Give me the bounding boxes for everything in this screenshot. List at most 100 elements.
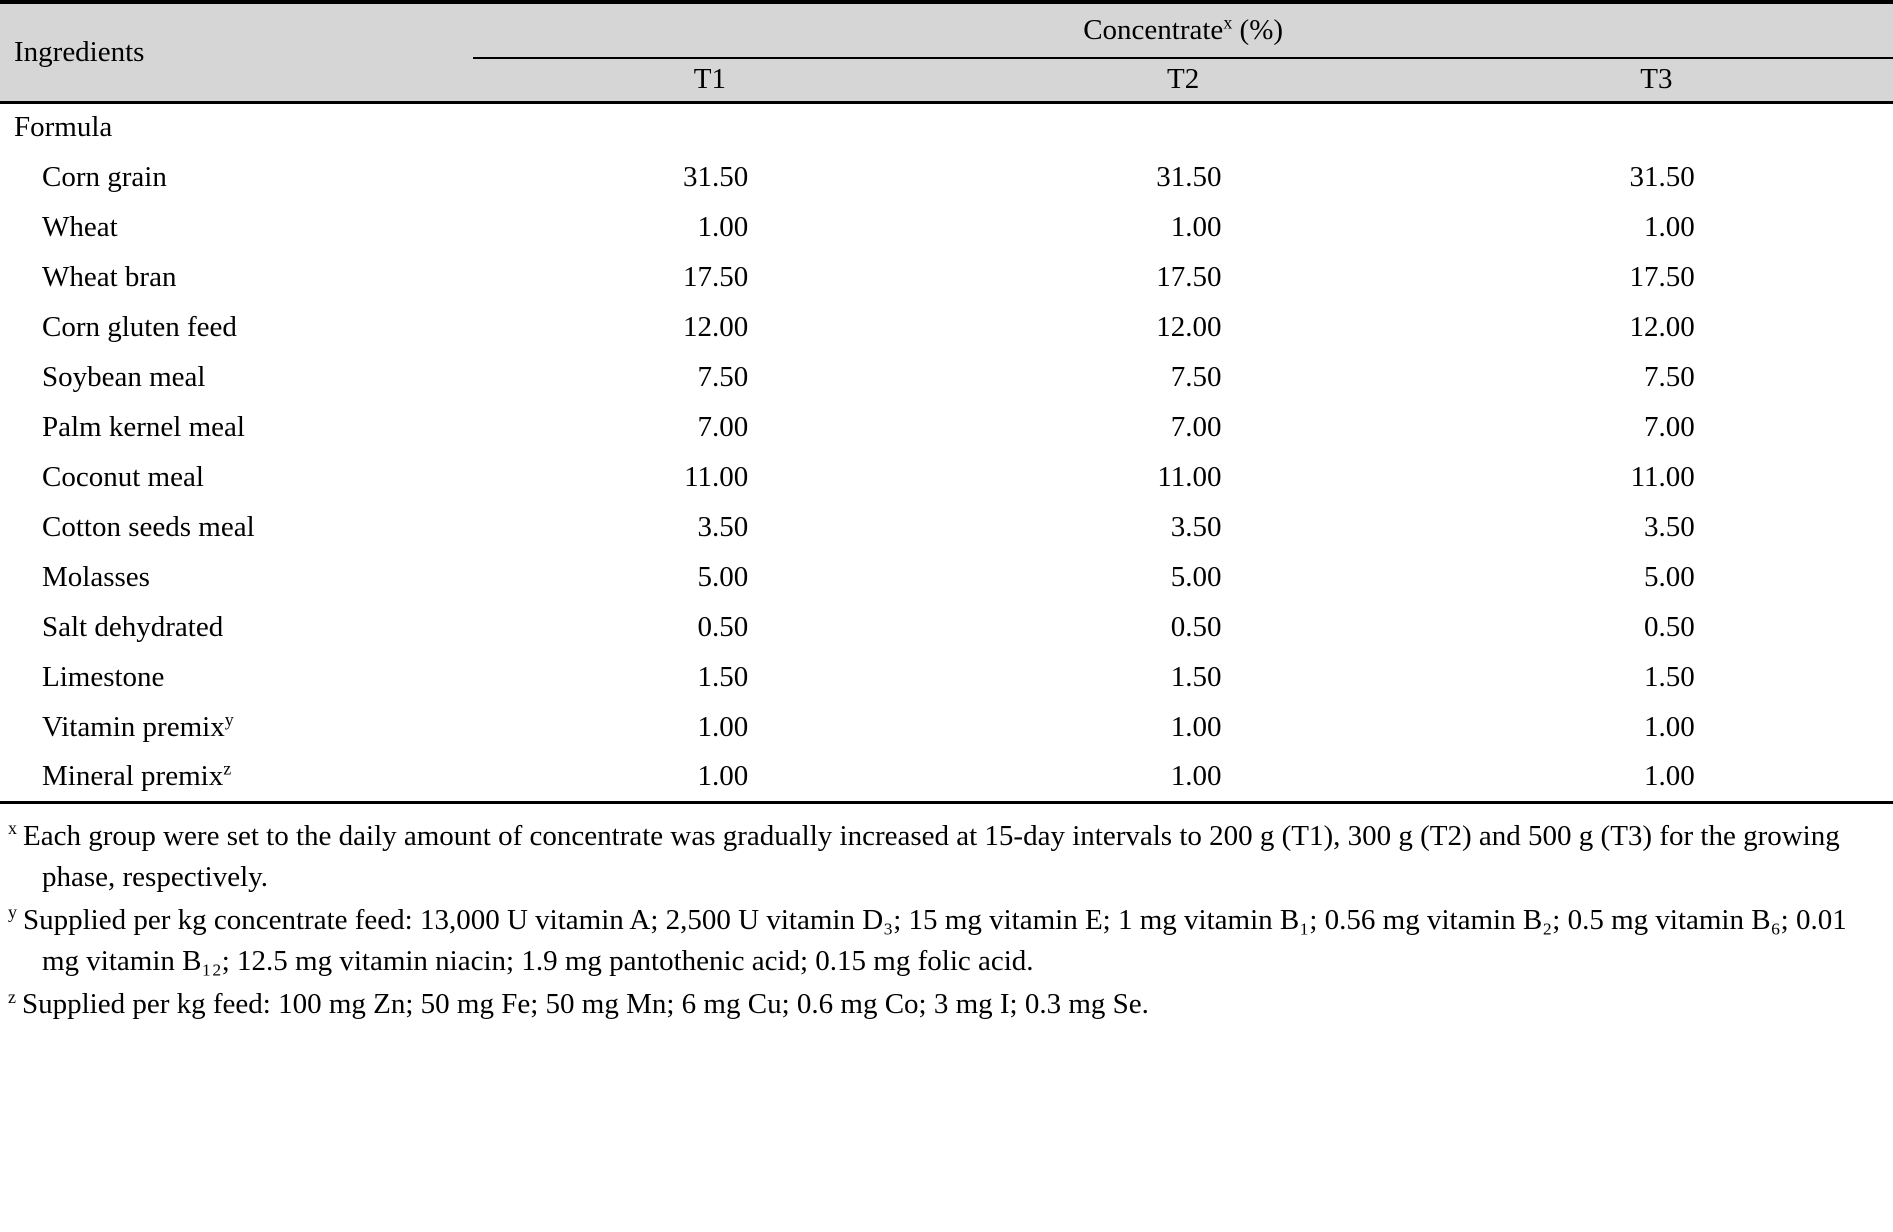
table-row: Cotton seeds meal 3.50 3.50 3.50 (0, 502, 1893, 552)
value-text: 31.50 (683, 160, 749, 193)
table-row: Wheat bran 17.50 17.50 17.50 (0, 252, 1893, 302)
value-cell: 1.00 (947, 702, 1420, 752)
value-cell: 7.50 (947, 352, 1420, 402)
value-cell: 17.50 (1420, 252, 1893, 302)
value-text: 3.50 (1170, 510, 1222, 543)
ingredient-label: Vitamin premixy (42, 708, 234, 743)
value-cell: 0.50 (947, 602, 1420, 652)
value-cell: 7.50 (473, 352, 946, 402)
column-header-t2: T2 (946, 58, 1420, 104)
value-cell: 1.00 (1419, 752, 1893, 804)
value-cell: 3.50 (1420, 502, 1893, 552)
ingredient-label: Wheat bran (42, 260, 177, 293)
table-row: Corn grain 31.50 31.50 31.50 (0, 152, 1893, 202)
value-cell: 0.50 (1420, 602, 1893, 652)
value-text: 7.50 (697, 360, 749, 393)
value-text: 5.00 (1644, 560, 1695, 593)
value-text: 1.00 (1644, 710, 1695, 743)
value-text: 1.00 (1644, 759, 1695, 792)
value-cell: 12.00 (1420, 302, 1893, 352)
value-text: 11.00 (1157, 460, 1222, 493)
value-cell: 11.00 (947, 452, 1420, 502)
value-text: 3.50 (1644, 510, 1695, 543)
value-cell: 1.00 (473, 202, 946, 252)
value-cell: 1.00 (1420, 202, 1893, 252)
footnote: x Each group were set to the daily amount… (8, 817, 1840, 893)
value-text: 31.50 (1629, 160, 1695, 193)
value-text: 5.00 (697, 560, 749, 593)
value-text: 1.00 (697, 759, 749, 792)
value-text: 1.00 (1170, 210, 1222, 243)
value-cell: 1.50 (947, 652, 1420, 702)
value-text: 1.00 (1170, 759, 1222, 792)
value-cell: 3.50 (473, 502, 946, 552)
value-cell: 1.00 (473, 752, 947, 804)
ingredients-column-header: Ingredients (0, 2, 474, 104)
ingredient-label: Cotton seeds meal (42, 510, 255, 543)
footnote-marker: x (8, 817, 17, 838)
value-text: 11.00 (684, 460, 749, 493)
ingredients-table: Ingredients Concentratex (%) T1 T2 T3 Fo… (0, 0, 1893, 804)
concentrate-unit: (%) (1232, 14, 1284, 46)
value-text: 1.00 (1644, 210, 1695, 243)
value-cell: 31.50 (947, 152, 1420, 202)
value-text: 0.50 (1170, 610, 1222, 643)
value-cell: 0.50 (473, 602, 946, 652)
table-row: Mineral premixz 1.00 1.00 1.00 (0, 752, 1893, 804)
concentrate-footnote-marker: x (1223, 12, 1233, 33)
footnote-marker: y (8, 902, 17, 923)
table-row: Wheat 1.00 1.00 1.00 (0, 202, 1893, 252)
value-cell: 1.00 (1420, 702, 1893, 752)
value-cell: 5.00 (947, 552, 1420, 602)
value-cell: 17.50 (947, 252, 1420, 302)
value-cell: 5.00 (473, 552, 946, 602)
column-header-t1: T1 (473, 58, 947, 104)
value-text: 1.50 (1644, 660, 1695, 693)
value-cell: 12.00 (473, 302, 946, 352)
value-text: 7.50 (1644, 360, 1695, 393)
value-text: 7.00 (697, 410, 749, 443)
footnote-marker: y (224, 708, 234, 729)
value-text: 17.50 (683, 260, 749, 293)
value-cell: 3.50 (947, 502, 1420, 552)
ingredient-label: Mineral premixz (0, 752, 474, 804)
table-body: Formula Corn grain 31.50 31.50 31.50 Wheat 1.… (0, 102, 1893, 804)
value-cell: 11.00 (473, 452, 946, 502)
value-cell: 1.00 (946, 752, 1420, 804)
footnote-marker: z (8, 986, 16, 1007)
ingredient-label: Corn grain (42, 160, 167, 193)
value-cell: 31.50 (473, 152, 946, 202)
value-text: 11.00 (1630, 460, 1695, 493)
value-text: 0.50 (697, 610, 749, 643)
ingredient-label: Wheat (42, 210, 118, 243)
value-text: 1.50 (697, 660, 749, 693)
value-text: 12.00 (1156, 310, 1222, 343)
value-cell: 12.00 (947, 302, 1420, 352)
footnote-marker: z (223, 758, 232, 779)
value-text: 1.00 (697, 210, 749, 243)
ingredient-label: Salt dehydrated (42, 610, 224, 643)
value-cell: 1.50 (473, 652, 946, 702)
value-text: 17.50 (1629, 260, 1695, 293)
value-cell: 11.00 (1420, 452, 1893, 502)
value-text: 12.00 (1629, 310, 1695, 343)
value-text: 3.50 (697, 510, 749, 543)
footnotes: x Each group were set to the daily amount… (0, 804, 1893, 1026)
table-row: Vitamin premixy 1.00 1.00 1.00 (0, 702, 1893, 752)
value-text: 5.00 (1170, 560, 1222, 593)
table-header: Ingredients Concentratex (%) T1 T2 T3 (0, 2, 1893, 104)
value-cell: 7.00 (947, 402, 1420, 452)
table-row: Limestone 1.50 1.50 1.50 (0, 652, 1893, 702)
ingredient-label: Corn gluten feed (42, 310, 237, 343)
table-row: Corn gluten feed 12.00 12.00 12.00 (0, 302, 1893, 352)
value-cell: 5.00 (1420, 552, 1893, 602)
value-text: 17.50 (1156, 260, 1222, 293)
value-text: 1.50 (1170, 660, 1222, 693)
value-cell: 17.50 (473, 252, 946, 302)
value-cell: 31.50 (1420, 152, 1893, 202)
ingredient-label: Coconut meal (42, 460, 204, 493)
value-text: 7.00 (1170, 410, 1222, 443)
table-row: Coconut meal 11.00 11.00 11.00 (0, 452, 1893, 502)
value-cell: 1.50 (1420, 652, 1893, 702)
concentrate-label: Concentrate (1083, 14, 1224, 46)
